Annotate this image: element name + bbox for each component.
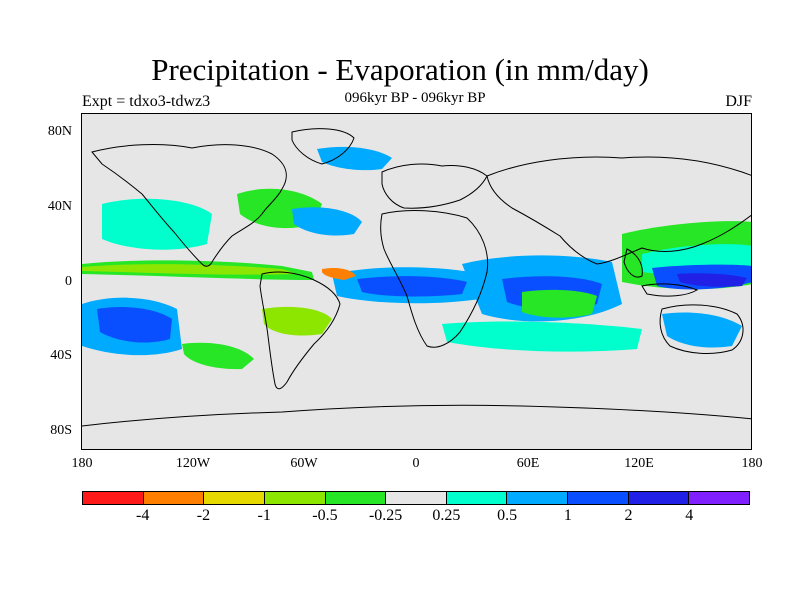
contour-region (442, 321, 642, 352)
lon-label-60e: 60E (516, 456, 540, 471)
lat-label-40s: 40S (50, 348, 72, 363)
colorbar-segment (83, 492, 144, 504)
plot-title: Precipitation - Evaporation (in mm/day) (151, 52, 649, 87)
contour-region (317, 146, 392, 171)
colorbar-segment (264, 492, 326, 504)
contour-region (677, 273, 747, 287)
colorbar-segment (568, 492, 629, 504)
coastline-australia (659, 304, 744, 354)
colorbar-segment (325, 492, 387, 504)
contour-region (262, 306, 332, 336)
lat-label-40n: 40N (47, 199, 72, 214)
colorbar-tick-label: 1 (563, 507, 572, 524)
colorbar-segment (386, 492, 447, 504)
colorbar-tick-label: 4 (685, 507, 694, 524)
coastline-greenland (291, 128, 355, 165)
precip-evap-field (82, 128, 751, 427)
coastline-indochina (623, 248, 643, 278)
contour-region (662, 312, 742, 348)
colorbar-tick-label: 0.5 (497, 507, 518, 524)
lon-label-60w: 60W (290, 456, 318, 471)
colorbar-tick-label: -0.5 (312, 507, 338, 524)
lat-label-0: 0 (65, 274, 72, 289)
coastline-maritime-continent (641, 283, 699, 297)
colorbar-segment (143, 492, 205, 504)
contour-region (102, 198, 212, 250)
lon-label-120e: 120E (624, 456, 654, 471)
coastline-antarctica (82, 404, 751, 427)
colorbar-tick-label: -0.25 (368, 507, 403, 524)
experiment-label: Expt = tdxo3-tdwz3 (82, 93, 211, 110)
coastline-europe (381, 163, 488, 209)
contour-region (322, 267, 356, 280)
colorbar-tick-label: 0.25 (432, 507, 461, 524)
field-contours (82, 146, 751, 370)
coastline-asia (486, 156, 751, 265)
lon-label-180e: 180 (741, 456, 763, 471)
lon-label-0: 0 (412, 456, 420, 471)
colorbar (82, 491, 750, 505)
coastline-south-america (259, 271, 341, 390)
colorbar-segment (204, 492, 265, 504)
plot-subtitle: 096kyr BP - 096kyr BP (344, 90, 486, 106)
coastline-africa (380, 210, 489, 348)
colorbar-tick-label: 2 (624, 507, 633, 524)
world-map (81, 113, 752, 450)
colorbar-segment (507, 492, 569, 504)
lon-label-180w: 180 (71, 456, 93, 471)
colorbar-tick-label: -2 (196, 507, 211, 524)
contour-region (357, 276, 467, 297)
lat-label-80s: 80S (50, 423, 72, 438)
colorbar-segment (446, 492, 508, 504)
colorbar-tick-label: -4 (136, 507, 150, 524)
contour-region (182, 342, 254, 370)
contour-region (522, 289, 597, 318)
lat-label-80n: 80N (47, 124, 72, 139)
colorbar-segment (628, 492, 690, 504)
contour-region (292, 207, 362, 236)
contour-region (97, 307, 172, 343)
coastline-north-america (91, 144, 287, 267)
colorbar-segment (689, 492, 750, 504)
season-label: DJF (725, 93, 752, 110)
lon-label-120w: 120W (175, 456, 211, 471)
colorbar-tick-label: -1 (257, 507, 271, 524)
contour-region (82, 264, 297, 275)
coastlines (82, 128, 751, 427)
